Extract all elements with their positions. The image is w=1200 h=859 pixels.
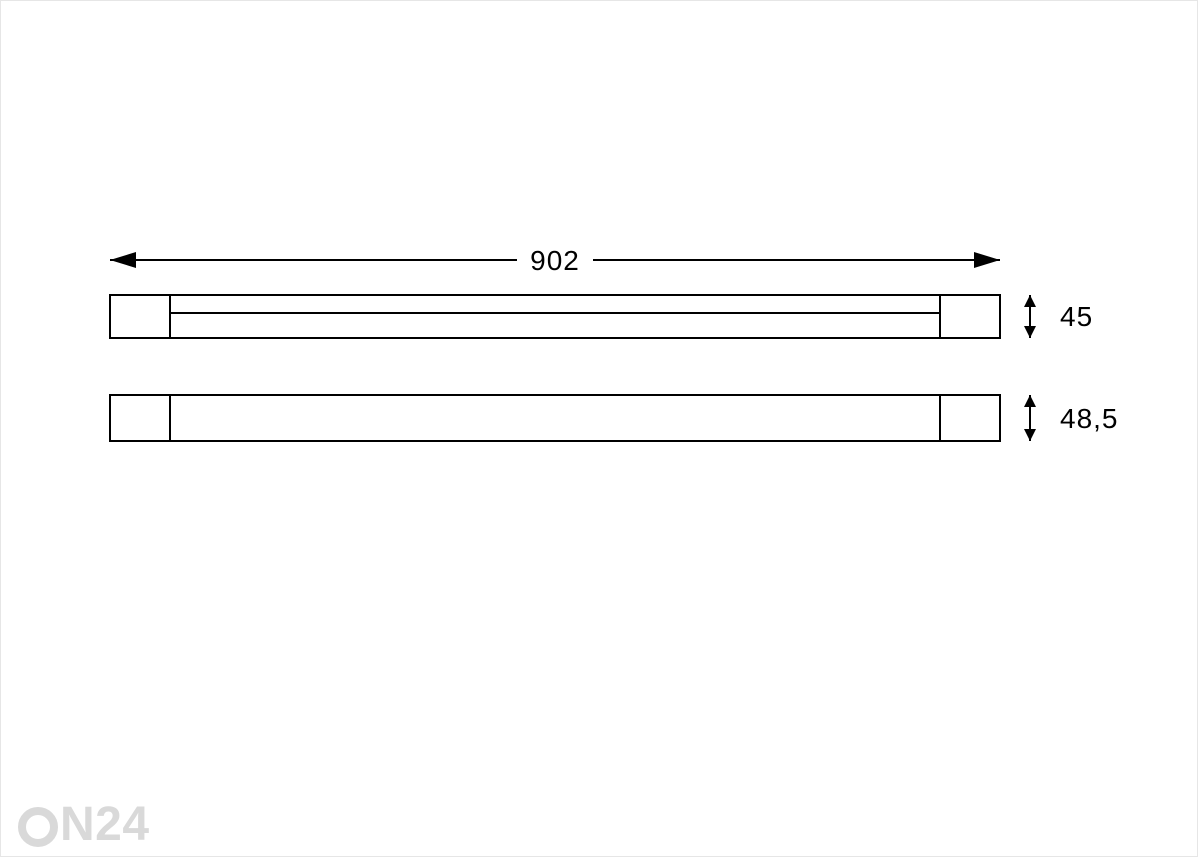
watermark-logo: N24: [18, 801, 150, 849]
height-dim-a-label: 45: [1060, 301, 1093, 332]
height-dim-b-label: 48,5: [1060, 403, 1119, 434]
watermark-o-icon: [18, 807, 58, 847]
watermark-text: N24: [60, 801, 150, 849]
dimension-diagram: 902 45 48,5: [0, 0, 1200, 859]
width-dim-label: 902: [530, 245, 580, 276]
